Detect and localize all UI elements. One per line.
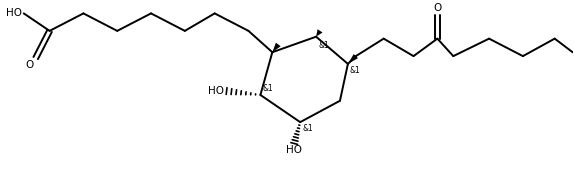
Text: HO: HO bbox=[286, 145, 302, 155]
Text: &1: &1 bbox=[302, 124, 313, 133]
Text: &1: &1 bbox=[350, 66, 360, 75]
Text: HO: HO bbox=[208, 86, 224, 96]
Polygon shape bbox=[272, 43, 281, 52]
Text: &1: &1 bbox=[262, 84, 273, 93]
Text: &1: &1 bbox=[318, 41, 329, 50]
Polygon shape bbox=[348, 54, 358, 64]
Text: O: O bbox=[25, 60, 34, 70]
Polygon shape bbox=[316, 29, 323, 37]
Text: O: O bbox=[433, 3, 441, 13]
Text: HO: HO bbox=[6, 8, 22, 18]
